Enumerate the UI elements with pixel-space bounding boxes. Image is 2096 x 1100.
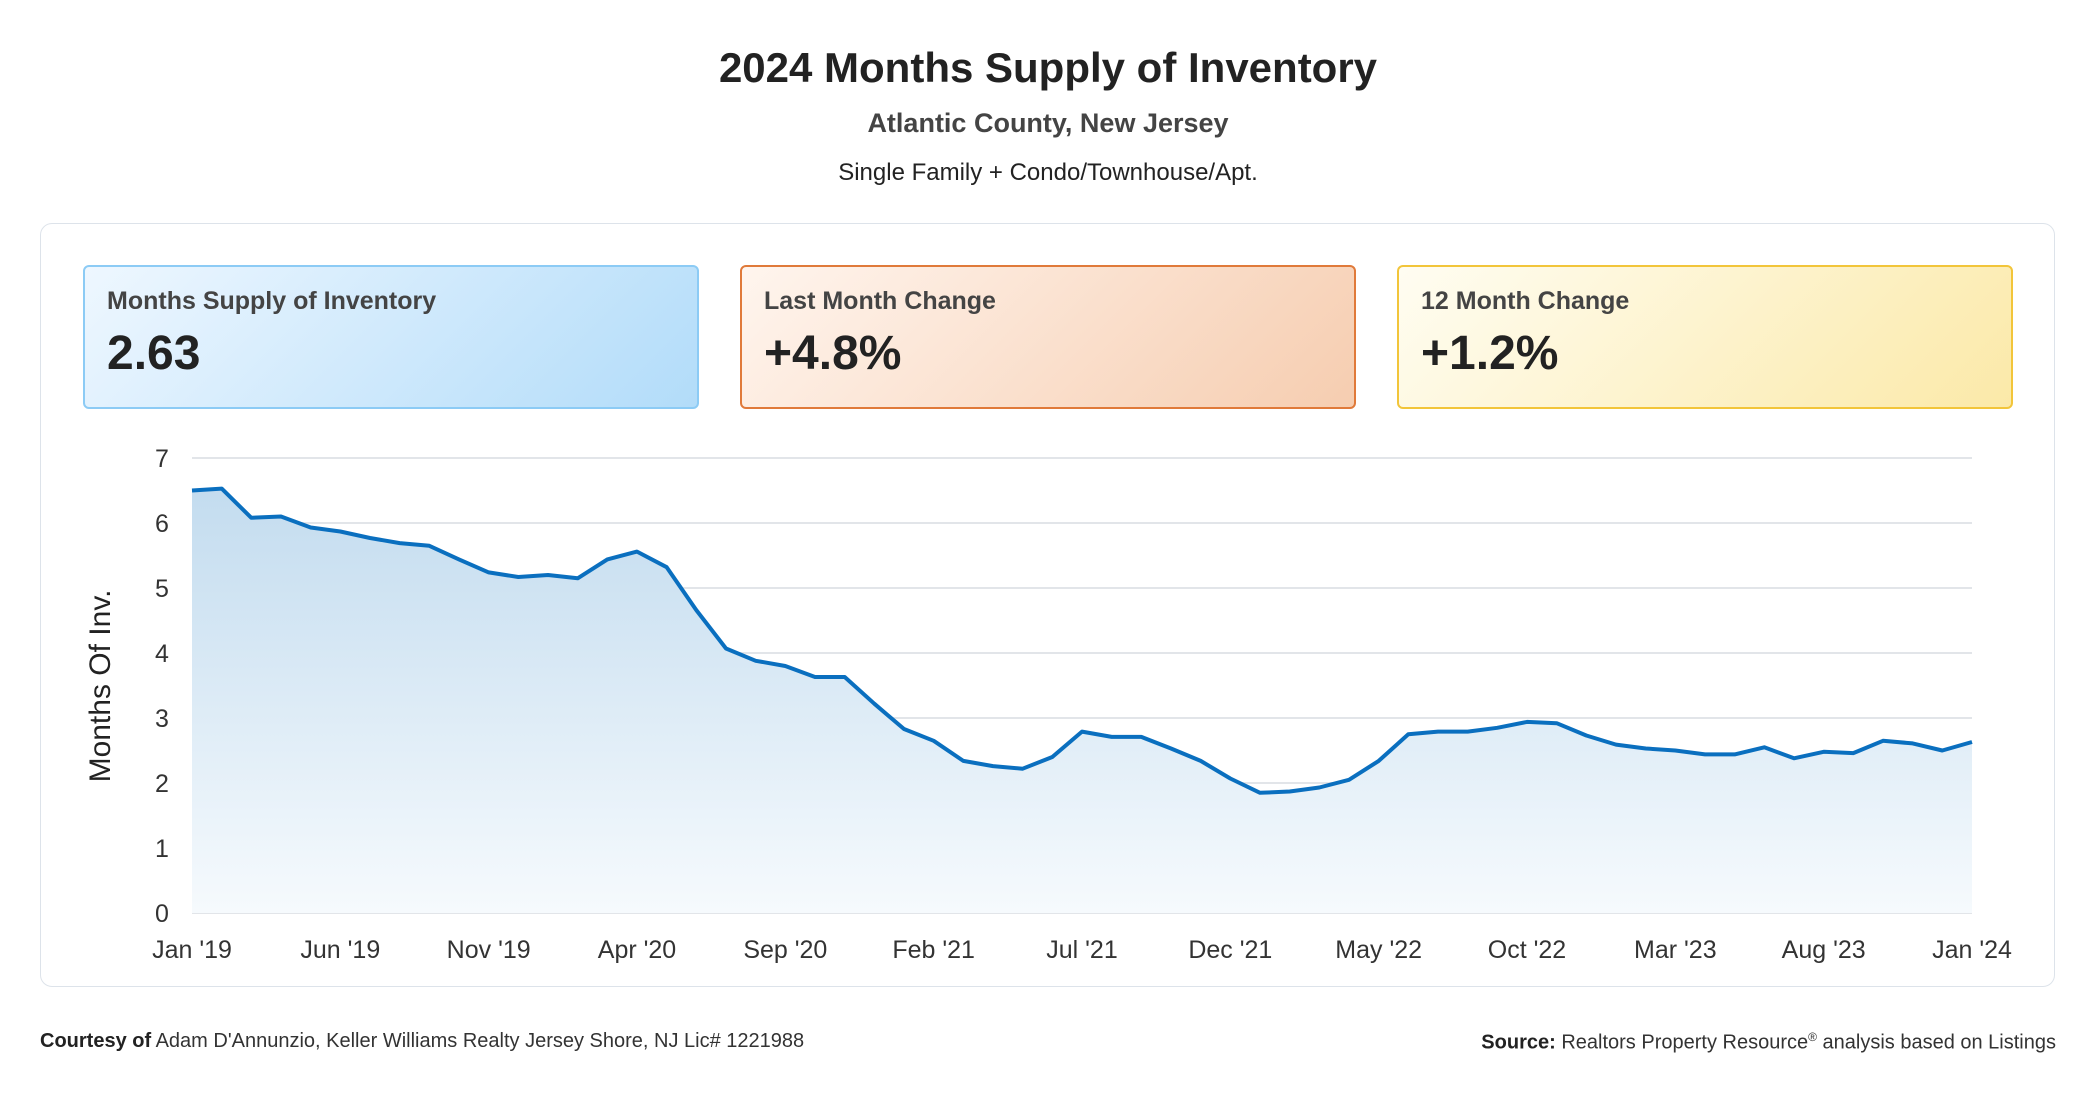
source-label: Source: [1481,1031,1556,1054]
area-fill [192,488,1972,913]
x-tick-label: Oct '22 [1488,936,1566,964]
source-suffix: analysis based on Listings [1816,1031,2057,1054]
y-tick-label: 0 [155,900,169,928]
kpi-label: 12 Month Change [1421,287,1630,315]
page-title: 2024 Months Supply of Inventory [718,44,1378,91]
kpi-months-supply: Months Supply of Inventory 2.63 [83,265,699,409]
y-tick-label: 3 [155,705,169,733]
registered-mark: ® [1808,1030,1817,1044]
x-tick-label: Dec '21 [1188,936,1272,964]
x-tick-label: Jun '19 [300,936,380,964]
source-credit: Source: Realtors Property Resource® anal… [1481,1030,2056,1055]
x-tick-label: Mar '23 [1634,936,1717,964]
courtesy-credit: Courtesy of Adam D'Annunzio, Keller Will… [40,1030,804,1053]
kpi-label: Last Month Change [764,287,996,315]
kpi-last-month-change: Last Month Change +4.8% [740,265,1356,409]
kpi-value: +4.8% [764,327,902,380]
kpi-12-month-change: 12 Month Change +1.2% [1397,265,2013,409]
x-tick-label: Feb '21 [892,936,975,964]
y-tick-label: 6 [155,510,169,538]
chart-panel [40,223,2055,987]
x-tick-label: Aug '23 [1782,936,1866,964]
x-tick-label: Jan '24 [1932,936,2012,964]
x-tick-label: Jul '21 [1046,936,1117,964]
x-tick-label: Nov '19 [447,936,531,964]
y-tick-label: 2 [155,770,169,798]
x-tick-label: Apr '20 [598,936,676,964]
property-types: Single Family + Condo/Townhouse/Apt. [838,159,1258,186]
y-axis-label: Months Of Inv. [84,590,117,783]
courtesy-text: Adam D'Annunzio, Keller Williams Realty … [155,1030,805,1052]
courtesy-label: Courtesy of [40,1030,152,1052]
series-line [191,486,1973,795]
y-tick-label: 5 [155,575,169,603]
x-tick-label: Sep '20 [743,936,827,964]
y-tick-label: 7 [155,445,169,473]
x-tick-label: Jan '19 [152,936,232,964]
kpi-value: +1.2% [1421,327,1559,380]
y-tick-label: 4 [155,640,169,668]
location-subtitle: Atlantic County, New Jersey [867,108,1229,138]
kpi-label: Months Supply of Inventory [107,287,437,315]
y-tick-label: 1 [155,835,169,863]
x-tick-label: May '22 [1335,936,1422,964]
kpi-value: 2.63 [107,327,201,380]
source-text: Realtors Property Resource [1561,1031,1809,1054]
